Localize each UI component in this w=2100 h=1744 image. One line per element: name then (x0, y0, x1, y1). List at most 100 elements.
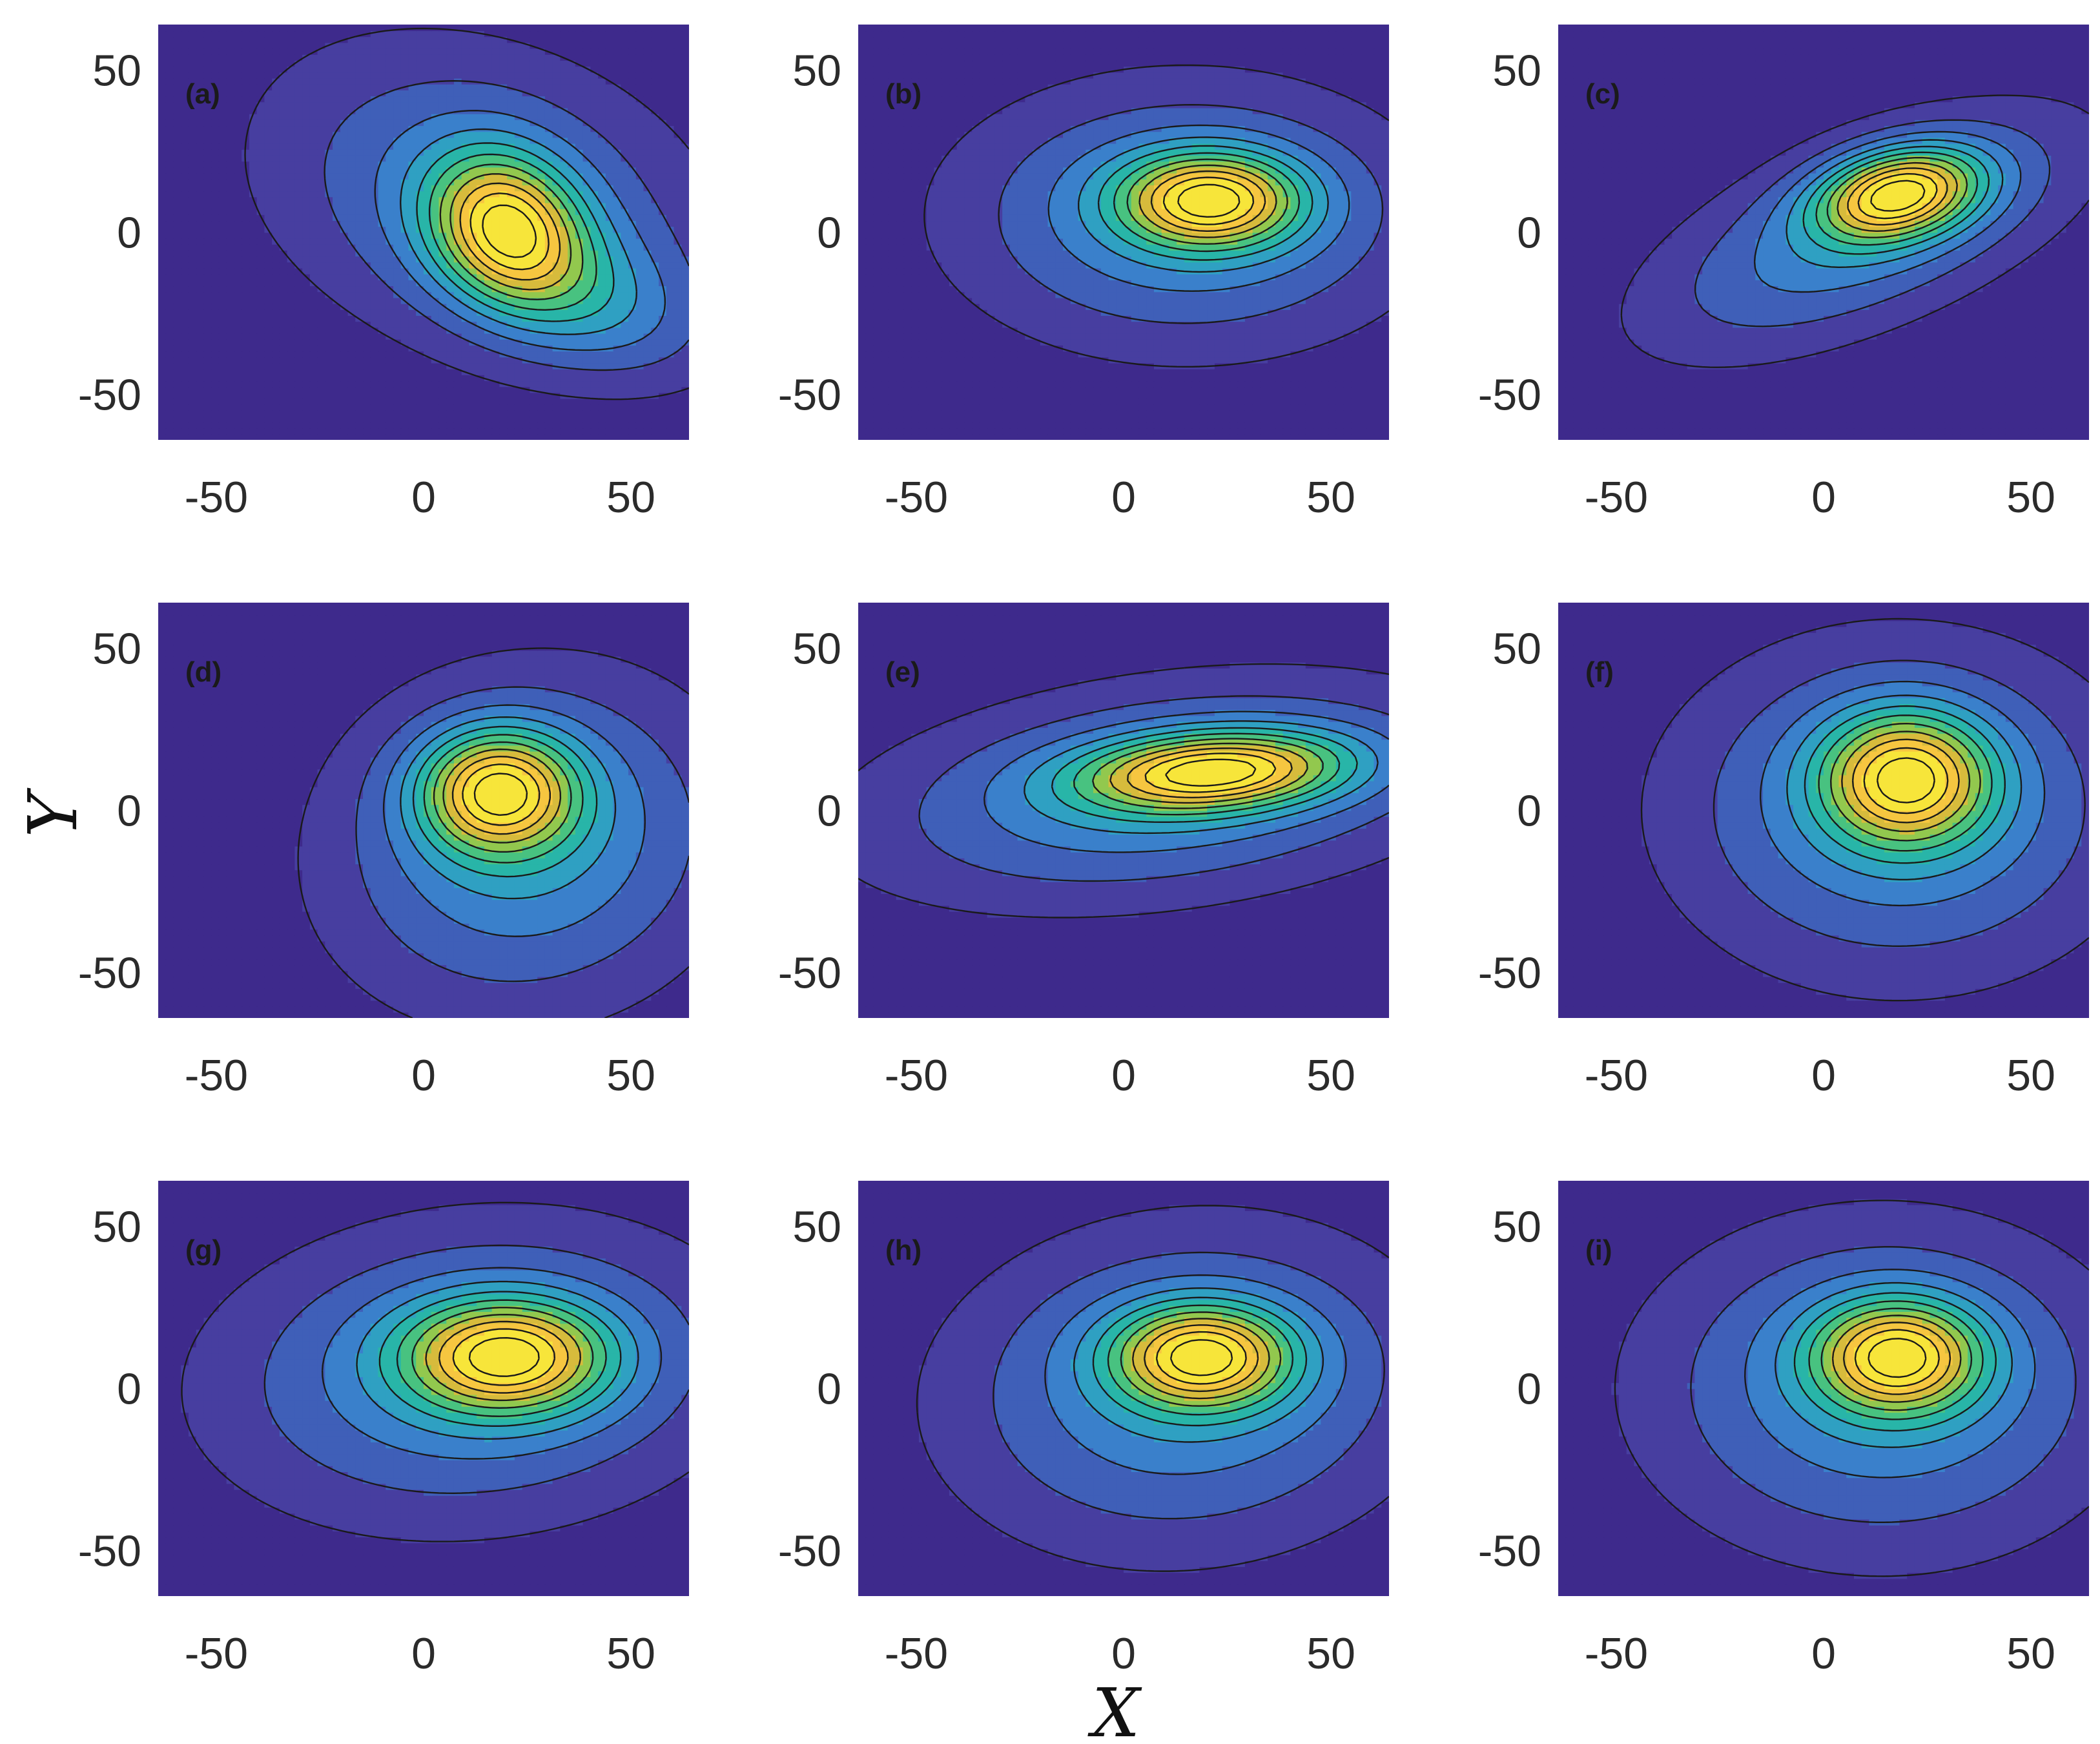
y-tick-label: -50 (778, 371, 841, 420)
y-tick-label: 50 (792, 46, 841, 95)
contour-line-level-6 (423, 734, 584, 864)
contour-line-level-6 (1073, 732, 1341, 816)
contour-line-level-8 (1132, 1318, 1270, 1400)
contour-line-level-7 (433, 741, 572, 853)
y-tick-label: 0 (817, 787, 841, 836)
contour-line-level-6 (428, 153, 597, 311)
contour-plot-area (158, 1181, 689, 1596)
x-tick-label: 50 (1306, 1051, 1355, 1100)
contour-line-level-7 (439, 163, 584, 300)
y-tick-label: -50 (78, 1527, 141, 1576)
contour-line-level-9 (438, 1320, 569, 1394)
y-tick-label: -50 (1478, 371, 1541, 420)
contour-panel-a: (a) -50 0 50 -50 0 50 (78, 25, 689, 522)
x-tick-label: 50 (1306, 1629, 1355, 1678)
contour-line-level-10 (1162, 176, 1255, 225)
x-tick-label: 0 (1811, 1051, 1836, 1100)
y-tick-label: 0 (117, 787, 141, 836)
contour-line-level-2 (1690, 1246, 2077, 1523)
contour-line-level-3 (1760, 680, 2046, 907)
contour-line-level-1 (181, 1201, 689, 1542)
contour-line-level-4 (1786, 694, 2023, 880)
x-tick-label: -50 (885, 1629, 948, 1678)
contour-panel-f: (f) -50 0 50 -50 0 50 (1478, 603, 2089, 1100)
x-tick-label: 0 (1111, 1051, 1136, 1100)
contour-line-level-4 (356, 1280, 639, 1440)
contour-line-level-5 (412, 725, 598, 878)
contour-line-level-9 (1851, 738, 1960, 824)
contour-line-level-5 (1804, 705, 2006, 864)
x-tick-label: -50 (185, 473, 248, 522)
y-tick-label: 0 (1517, 1365, 1541, 1414)
contour-line-level-6 (1815, 151, 1979, 246)
y-tick-label: -50 (78, 371, 141, 420)
contour-line-level-8 (1831, 1314, 1962, 1403)
contour-line-level-7 (1820, 1307, 1973, 1411)
panel-label: (h) (885, 1234, 921, 1266)
y-tick-label: 50 (792, 624, 841, 673)
contour-plot-area (1558, 25, 2089, 440)
contour-line-level-8 (1109, 742, 1308, 804)
contour-line-level-1 (923, 64, 1389, 368)
contour-line-level-11 (1877, 757, 1935, 804)
contour-line-level-11 (1868, 1338, 1927, 1378)
contour-line-level-5 (416, 142, 615, 322)
contour-line-level-8 (449, 173, 572, 291)
x-tick-label: 50 (2006, 473, 2055, 522)
contour-plot-area (158, 603, 689, 1018)
y-tick-label: 50 (1492, 46, 1541, 95)
contour-line-level-1 (1640, 618, 2089, 1002)
contour-line-level-2 (324, 80, 689, 371)
panel-label: (f) (1585, 656, 1614, 688)
contour-line-level-9 (1842, 1322, 1951, 1395)
x-tick-label: 0 (411, 1629, 436, 1678)
contour-panel-d: (d) -50 0 50 -50 0 50 (78, 603, 689, 1100)
contour-line-level-2 (1713, 659, 2086, 947)
contour-line-level-4 (1786, 139, 2004, 268)
contour-line-level-11 (1169, 1339, 1233, 1376)
contour-line-level-9 (451, 756, 551, 835)
y-tick-label: 0 (117, 209, 141, 258)
panel-grid: (a) -50 0 50 -50 0 50 (b) -50 0 50 -50 0 50 (c) -50 0 50 -… (78, 25, 2089, 1678)
x-tick-label: -50 (1585, 1051, 1648, 1100)
contour-line-level-8 (425, 1314, 581, 1402)
x-tick-label: 50 (606, 1629, 655, 1678)
contour-line-level-4 (1078, 136, 1329, 273)
contour-line-level-5 (1051, 727, 1358, 823)
contour-panel-h: (h) -50 0 50 -50 0 50 (778, 1181, 1389, 1678)
contour-line-level-1 (1614, 1199, 2089, 1577)
contour-line-level-11 (473, 773, 528, 816)
contour-line-level-7 (1126, 158, 1288, 245)
contour-line-level-3 (1047, 124, 1350, 292)
contour-line-level-11 (1177, 183, 1240, 218)
contour-line-level-1 (1620, 94, 2089, 368)
panel-label: (b) (885, 78, 921, 110)
contour-line-level-2 (1694, 119, 2051, 327)
x-tick-label: -50 (1585, 473, 1648, 522)
x-tick-label: 50 (1306, 473, 1355, 522)
y-tick-label: -50 (778, 949, 841, 998)
x-tick-label: 0 (411, 473, 436, 522)
panel-label: (d) (185, 656, 221, 688)
y-tick-label: 0 (1517, 209, 1541, 258)
contour-line-level-9 (1150, 170, 1266, 232)
contour-line-level-5 (378, 1291, 622, 1427)
contour-line-level-11 (1870, 180, 1926, 212)
contour-line-level-4 (1073, 1287, 1324, 1443)
contour-line-level-10 (1144, 753, 1277, 793)
contour-panel-g: (g) -50 0 50 -50 0 50 (78, 1181, 689, 1678)
x-tick-label: 0 (1111, 473, 1136, 522)
x-tick-label: -50 (185, 1051, 248, 1100)
y-tick-label: 50 (92, 624, 141, 673)
x-tick-label: 0 (1811, 473, 1836, 522)
contour-line-level-5 (1092, 1296, 1308, 1427)
contour-line-level-4 (1024, 720, 1379, 835)
contour-line-level-7 (1120, 1311, 1282, 1407)
contour-line-level-11 (482, 204, 537, 258)
contour-plot-area (158, 25, 689, 440)
contour-line-level-5 (1793, 1292, 1997, 1432)
contour-line-level-9 (1127, 747, 1293, 798)
panel-label: (g) (185, 1234, 221, 1266)
panel-label: (e) (885, 656, 920, 688)
x-axis-title: X (1087, 1674, 1142, 1744)
